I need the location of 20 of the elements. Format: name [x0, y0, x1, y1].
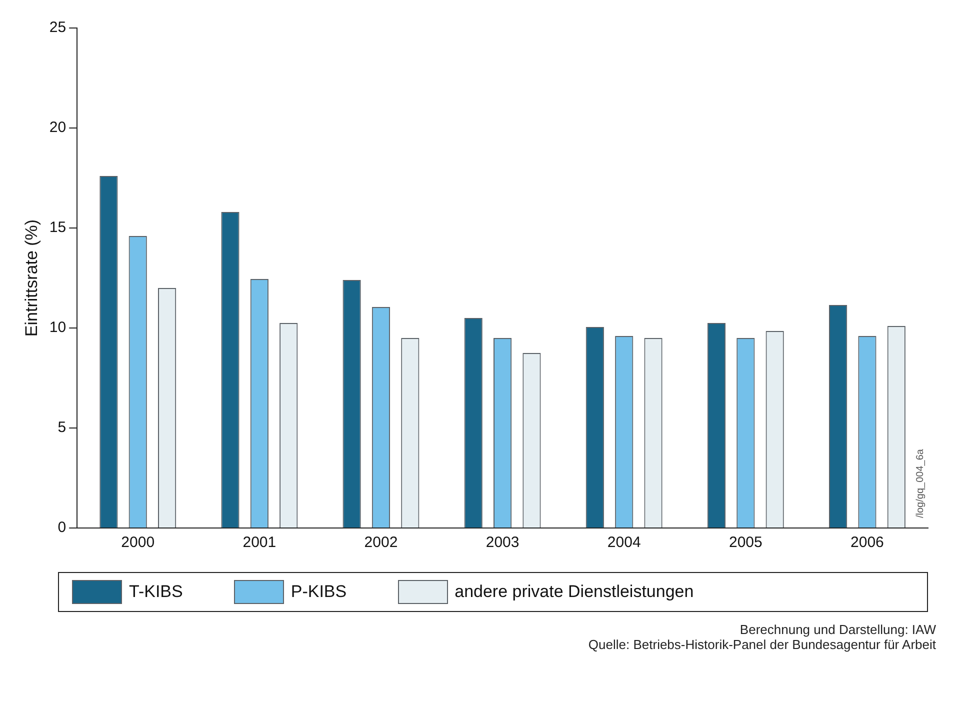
text: Berechnung und Darstellung: IAW: [738, 622, 936, 637]
x-tick-label: 2002: [364, 534, 398, 552]
x-tick-label: 2004: [607, 534, 641, 552]
legend-label: P-KIBS: [290, 582, 347, 602]
x-tick-label: 2003: [486, 534, 520, 552]
legend-label: andere private Dienstleistungen: [454, 582, 694, 602]
y-tick-label: 5: [58, 419, 66, 436]
annotation: /log/gq_004_6a: [914, 448, 926, 518]
x-tick-label: 2001: [242, 534, 276, 552]
source-note: Quelle: Betriebs-Historik-Panel der Bundesagentur für Arbeit: [587, 637, 936, 652]
y-tick-label: 0: [58, 519, 66, 536]
y-axis-title: Eintrittsrate (%): [22, 219, 41, 337]
y-tick-label: 20: [49, 119, 66, 136]
x-tick-label: 2000: [121, 534, 155, 552]
legend-label: T-KIBS: [129, 582, 183, 602]
y-tick-label: 25: [49, 19, 66, 36]
y-tick-label: 10: [49, 319, 66, 336]
y-tick-label: 15: [49, 219, 66, 236]
x-tick-label: 2005: [728, 534, 762, 552]
x-tick-label: 2006: [850, 534, 884, 552]
